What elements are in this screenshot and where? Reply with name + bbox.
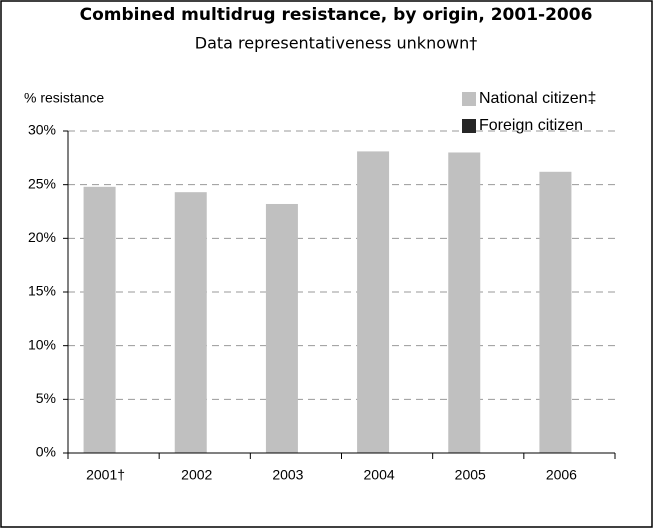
legend-swatch — [462, 119, 476, 133]
chart-subtitle: Data representativeness unknown† — [195, 34, 477, 53]
bar — [357, 151, 390, 454]
chart-title: Combined multidrug resistance, by origin… — [80, 5, 593, 25]
bar — [265, 203, 298, 453]
y-tick-label: 20% — [28, 229, 56, 245]
x-tick-label: 2004 — [364, 467, 395, 483]
bar — [539, 171, 572, 453]
bar — [174, 192, 207, 453]
x-tick-label: 2006 — [546, 467, 577, 483]
x-tick-label: 2003 — [272, 467, 303, 483]
y-tick-label: 25% — [28, 175, 56, 191]
x-tick-label: 2001† — [86, 467, 125, 483]
bar — [448, 152, 481, 453]
bar — [83, 186, 116, 453]
y-tick-label: 15% — [28, 283, 56, 299]
y-tick-label: 0% — [36, 444, 56, 460]
legend-label: National citizen‡ — [479, 90, 596, 107]
y-tick-label: 5% — [36, 390, 56, 406]
x-tick-label: 2005 — [455, 467, 486, 483]
y-tick-label: 10% — [28, 336, 56, 352]
x-tick-label: 2002 — [181, 467, 212, 483]
legend-swatch — [462, 92, 476, 106]
legend-label: Foreign citizen — [479, 117, 583, 134]
y-axis-label: % resistance — [24, 90, 104, 106]
y-tick-label: 30% — [28, 122, 56, 138]
